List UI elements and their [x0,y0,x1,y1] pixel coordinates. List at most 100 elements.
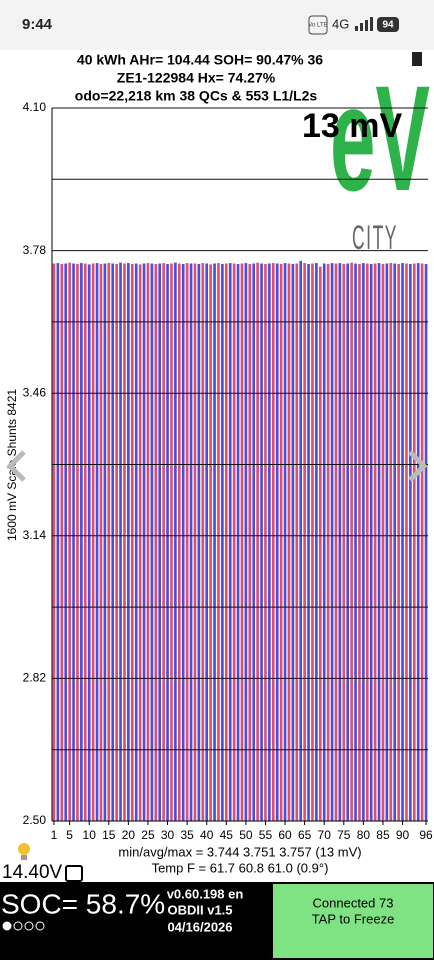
battery-level: 94 [382,20,394,31]
bar [205,263,209,821]
bar [228,263,232,821]
battery-symbol [65,865,83,882]
bar [322,263,326,821]
bar [146,263,150,821]
bar [99,263,103,821]
x-tick-label: 55 [259,828,273,842]
bar [405,263,408,821]
bar [354,263,357,821]
bar [193,263,197,821]
aux-voltage: 14.40V [2,862,63,883]
bar [142,263,146,821]
header-line1: 40 kWh AHr= 104.44 SOH= 90.47% 36 [77,52,323,68]
bar [248,263,252,821]
bar [76,263,79,821]
bar [107,263,111,821]
bar [291,263,295,821]
bar [127,263,130,821]
bar [389,263,393,821]
bar [397,263,400,821]
bar [416,263,420,821]
bar [256,262,259,822]
x-tick-label: 96 [419,828,433,842]
bar [221,263,224,821]
x-tick-label: 70 [318,828,332,842]
bar [244,263,248,821]
x-tick-label: 20 [122,828,136,842]
temperature: Temp F = 61.7 60.8 61.0 (0.9°) [152,860,329,875]
bar [260,263,263,821]
bar [213,263,216,821]
bar [91,263,95,821]
bar [103,263,107,821]
spread: 13 mV [302,107,402,145]
bar [162,263,165,821]
bar [185,263,189,821]
x-tick-label: 80 [357,828,371,842]
bar [369,263,373,821]
button-line1: Connected 73 [313,895,394,910]
logo: eV [330,54,430,222]
x-tick-label: 65 [298,828,312,842]
x-tick-label: 10 [83,828,97,842]
bar [111,263,115,821]
bar [303,263,306,821]
bar [170,263,173,821]
bar [334,263,338,821]
y-tick-label: 2.50 [23,813,47,827]
bar [268,263,271,821]
bar [338,263,342,821]
freeze-button[interactable] [273,884,433,958]
bar [275,263,279,821]
version: v0.60.198 en [167,886,244,901]
bar [362,263,365,821]
bar [424,263,428,821]
status-time: 9:44 [22,16,53,33]
status-bar [0,0,434,50]
bar [150,263,154,821]
logo-sub: CITY [352,219,398,257]
bar [130,263,134,821]
bar [138,264,142,821]
bar [307,263,310,821]
bar [197,263,201,821]
bulb-icon [18,843,30,860]
bar [209,264,212,821]
bar [80,263,83,821]
bar [87,264,91,821]
bar [56,263,60,821]
volte: Vo LTE [308,23,327,29]
next-arrow[interactable] [408,450,428,482]
soc: SOC= 58.7% [1,888,165,919]
chart: 2.50 2.82 3.14 3.46 3.78 4.10 1 5 10 15 20 25 30 35 40… [23,100,433,842]
bar [330,263,334,821]
bar [252,263,256,821]
prev-arrow[interactable] [6,450,26,482]
bar [342,263,346,821]
bar [60,263,64,821]
bar [217,263,220,821]
x-tick-label: 1 [51,828,58,842]
page-dots [2,921,45,931]
bar [52,263,56,821]
bar [158,263,162,821]
bar [224,263,228,821]
bar [385,263,389,821]
bar [315,263,318,821]
x-tick-label: 60 [278,828,292,842]
bar [177,263,181,821]
bar [240,263,244,821]
date: 04/16/2026 [167,919,232,934]
bar [299,260,303,821]
network: 4G [332,16,349,31]
bar [373,263,377,821]
bar [295,263,299,821]
bar [393,263,397,821]
x-tick-label: 40 [200,828,214,842]
bar [201,263,205,821]
y-tick-label: 4.10 [23,100,47,114]
bar [420,263,424,821]
bar [189,263,193,821]
bar [409,263,412,821]
